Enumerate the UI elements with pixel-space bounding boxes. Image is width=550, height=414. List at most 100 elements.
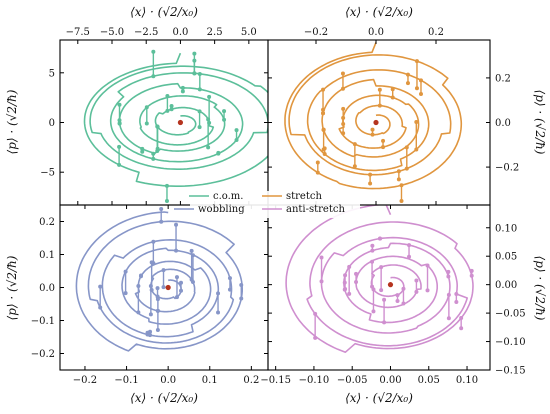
jump-point xyxy=(459,315,464,320)
jump-point xyxy=(395,298,400,303)
jump-point xyxy=(169,103,174,108)
jump-point xyxy=(179,288,184,293)
jump-point xyxy=(390,95,395,100)
jump-point xyxy=(469,268,474,273)
jump-point xyxy=(321,87,326,92)
jump-point xyxy=(117,121,122,126)
y-tick-label: −0.2 xyxy=(31,349,55,360)
y-tick-label: −0.2 xyxy=(495,163,519,174)
jump-point xyxy=(161,285,166,290)
jump-point xyxy=(381,138,386,143)
jump-point xyxy=(98,284,103,289)
jump-point xyxy=(315,170,320,175)
jump-point xyxy=(169,107,174,112)
jump-point xyxy=(401,301,406,306)
x-tick-label: 0.0 xyxy=(160,375,176,386)
jump-point xyxy=(140,146,145,151)
panel-top-right: −0.2 0.0 0.2 −0.2 0.0 0.2 xyxy=(267,27,519,206)
jump-point xyxy=(161,268,166,273)
y-tick-label: 0.0 xyxy=(39,283,55,294)
x-tick-label: 0.1 xyxy=(202,375,218,386)
jump-point xyxy=(407,254,412,259)
jump-point xyxy=(222,109,227,114)
jump-point xyxy=(206,117,211,122)
jump-point xyxy=(469,273,474,278)
jump-point xyxy=(192,71,197,76)
y-tick-label: 0.2 xyxy=(39,217,55,228)
jump-point xyxy=(321,127,326,132)
jump-point xyxy=(155,327,160,332)
jump-point xyxy=(136,284,141,289)
legend-label: c.o.m. xyxy=(213,191,243,202)
jump-point xyxy=(454,291,459,296)
x-axis-label-top-left: ⟨x⟩ · (√2/x₀) xyxy=(130,5,198,19)
jump-point xyxy=(322,152,327,157)
jump-point xyxy=(149,287,154,292)
jump-point xyxy=(454,300,459,305)
jump-point xyxy=(371,309,376,314)
jump-point xyxy=(159,219,164,224)
jump-point xyxy=(446,316,451,321)
y-tick-label: 0.10 xyxy=(495,223,517,234)
jump-point xyxy=(144,105,149,110)
jump-point xyxy=(446,292,451,297)
jump-point xyxy=(149,260,154,265)
x-tick-label: −0.15 xyxy=(260,375,291,386)
jump-point xyxy=(404,145,409,150)
jump-point xyxy=(179,280,184,285)
jump-point xyxy=(174,222,179,227)
panel-bottom-left: −0.2 −0.1 0.0 0.1 0.2 −0.2 −0.1 0.0 0.1 0.2 xyxy=(31,204,269,386)
x-axis-label-top-right: ⟨x⟩ · (√2/x₀) xyxy=(345,5,413,19)
jump-point xyxy=(382,297,387,302)
jump-point xyxy=(117,118,122,123)
jump-point xyxy=(159,207,164,211)
y-tick-label: 0.00 xyxy=(495,280,517,291)
x-tick-label: −7.5 xyxy=(66,27,90,38)
jump-point xyxy=(377,103,382,108)
jump-point xyxy=(396,169,401,174)
jump-point xyxy=(151,239,156,244)
jump-point xyxy=(117,144,122,149)
trajectory-c-o-m- xyxy=(83,52,268,187)
legend-label: anti-stretch xyxy=(286,204,345,215)
y-axis-label-bottom-left: ⟨p⟩ · (√2/ħ) xyxy=(5,255,19,320)
jump-point xyxy=(313,311,318,316)
jump-point xyxy=(342,280,347,285)
jump-point xyxy=(155,308,160,313)
x-tick-label: 0.2 xyxy=(243,375,259,386)
jump-point xyxy=(446,269,451,274)
x-tick-label: 0.00 xyxy=(379,375,401,386)
jump-point xyxy=(370,259,375,264)
x-tick-label: −5.0 xyxy=(100,27,124,38)
jump-point xyxy=(315,160,320,165)
jump-point xyxy=(382,320,387,325)
jump-point xyxy=(341,131,346,136)
jump-point xyxy=(189,248,194,253)
y-tick-label: −0.1 xyxy=(31,316,55,327)
y-tick-label: 0.0 xyxy=(495,118,511,129)
jump-point xyxy=(399,183,404,188)
jump-point xyxy=(425,263,430,268)
jump-point xyxy=(164,199,169,203)
jump-point xyxy=(414,59,419,64)
jump-point xyxy=(155,148,160,153)
jump-point xyxy=(207,94,212,99)
origin-marker xyxy=(387,282,394,288)
jump-point xyxy=(354,279,359,284)
jump-point xyxy=(370,284,375,289)
jump-point xyxy=(395,293,400,298)
x-tick-label: −0.1 xyxy=(114,375,138,386)
jump-point xyxy=(399,199,404,203)
jump-point xyxy=(340,71,345,76)
jump-point xyxy=(370,127,375,132)
jump-point xyxy=(414,86,419,91)
x-axis-label-bottom-right: ⟨x⟩ · (√2/x₀) xyxy=(345,391,413,405)
y-axis-label-top-left: ⟨p⟩ · (√2/ħ) xyxy=(5,89,19,154)
jump-point xyxy=(401,286,406,291)
jump-point xyxy=(378,236,383,241)
jump-point xyxy=(144,121,149,126)
jump-point xyxy=(354,271,359,276)
jump-point xyxy=(151,156,156,161)
axes-frame xyxy=(267,204,491,371)
jump-point xyxy=(405,72,410,77)
